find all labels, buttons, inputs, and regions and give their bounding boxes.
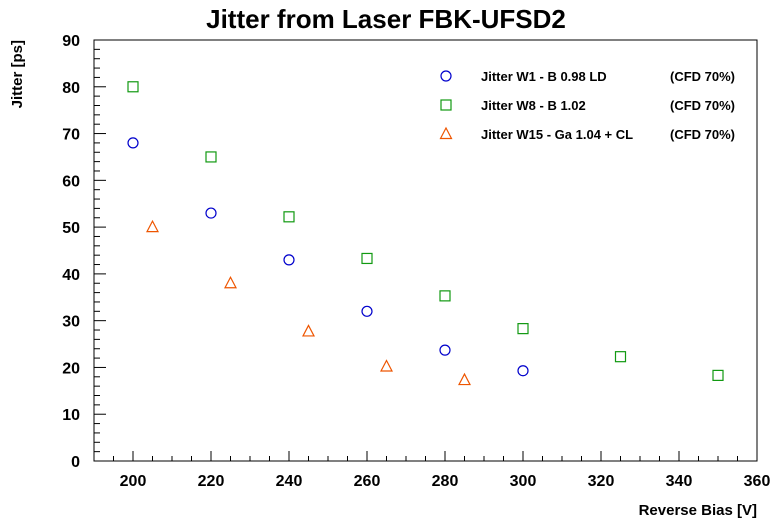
- legend-label: Jitter W15 - Ga 1.04 + CL: [481, 127, 633, 142]
- data-point: [361, 252, 373, 265]
- y-tick-label: 40: [62, 267, 80, 284]
- y-tick-label: 60: [62, 173, 80, 190]
- y-tick-label: 20: [62, 360, 80, 377]
- legend-marker: [439, 126, 453, 140]
- data-point: [205, 207, 217, 219]
- data-point: [439, 344, 451, 356]
- series-3: [146, 219, 471, 386]
- y-tick-label: 0: [71, 454, 80, 471]
- data-point: [712, 369, 724, 381]
- data-point: [439, 290, 451, 302]
- legend-label: Jitter W1 - B 0.98 LD: [481, 69, 607, 84]
- y-tick-label: 90: [62, 33, 80, 50]
- x-tick-label: 280: [432, 473, 459, 490]
- x-tick-label: 220: [198, 473, 225, 490]
- y-tick-label: 50: [62, 220, 80, 237]
- x-axis: 200 220 240 260 280 300 320 340 360: [93, 451, 771, 490]
- chart-title: Jitter from Laser FBK-UFSD2: [206, 4, 566, 34]
- series-layer: [127, 81, 724, 386]
- y-tick-label: 70: [62, 127, 80, 144]
- x-tick-label: 360: [744, 473, 771, 490]
- legend-annotation: (CFD 70%): [670, 69, 735, 84]
- legend-marker: [440, 70, 452, 82]
- data-point: [224, 275, 237, 289]
- data-point: [127, 137, 139, 149]
- x-tick-label: 320: [588, 473, 615, 490]
- x-axis-label: Reverse Bias [V]: [639, 502, 757, 519]
- data-point: [302, 324, 315, 337]
- data-point: [517, 365, 529, 377]
- y-axis: 0 10 20 30 40 50 60 70 80 90: [62, 33, 106, 471]
- data-point: [127, 81, 139, 93]
- plot-frame: [93, 39, 758, 462]
- x-tick-label: 340: [666, 473, 693, 490]
- legend-marker: [440, 99, 452, 111]
- y-tick-label: 10: [62, 407, 80, 424]
- legend-annotation: (CFD 70%): [670, 98, 735, 113]
- legend-annotation: (CFD 70%): [670, 127, 735, 142]
- data-point: [517, 323, 529, 335]
- x-tick-label: 260: [354, 473, 381, 490]
- data-point: [361, 305, 373, 317]
- y-tick-label: 30: [62, 314, 80, 331]
- x-tick-label: 240: [276, 473, 303, 490]
- legend-label: Jitter W8 - B 1.02: [481, 98, 586, 113]
- y-tick-label: 80: [62, 80, 80, 97]
- data-point: [614, 351, 627, 363]
- data-point: [146, 219, 159, 233]
- series-2: [127, 81, 724, 381]
- data-point: [380, 359, 393, 372]
- x-tick-label: 300: [510, 473, 537, 490]
- y-axis-label: Jitter [ps]: [9, 40, 26, 108]
- x-tick-label: 200: [120, 473, 147, 490]
- legend: Jitter W1 - B 0.98 LD (CFD 70%) Jitter W8 …: [439, 69, 735, 142]
- data-point: [458, 372, 471, 386]
- series-1: [127, 137, 529, 377]
- data-point: [205, 151, 217, 163]
- data-point: [283, 211, 295, 223]
- data-point: [283, 254, 295, 266]
